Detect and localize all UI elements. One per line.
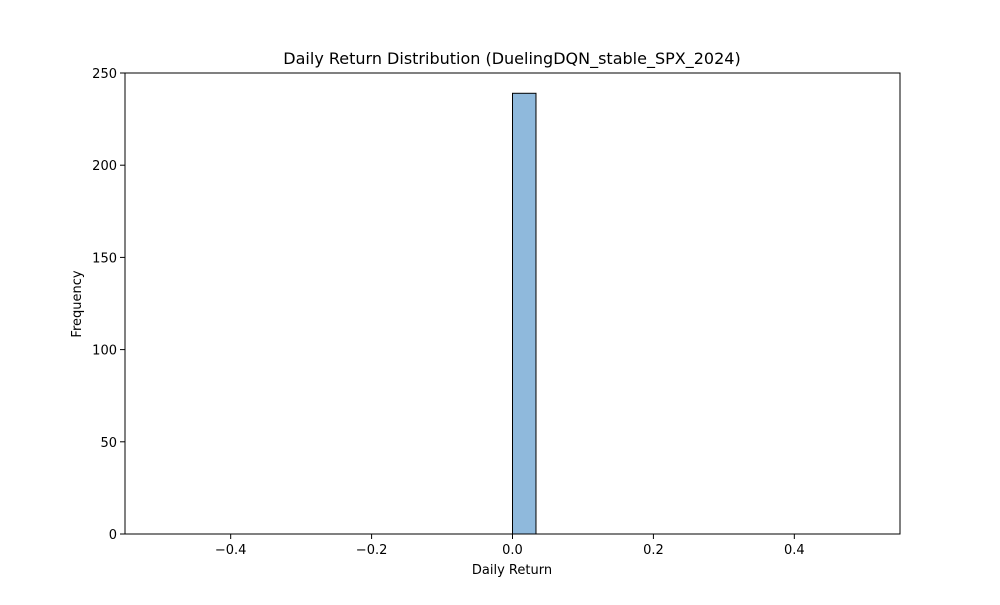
bars-group — [512, 92, 537, 535]
x-axis-label: Daily Return — [472, 563, 552, 578]
x-tick-label: −0.4 — [215, 543, 247, 558]
y-tick-label: 0 — [109, 528, 117, 543]
y-axis-label: Frequency — [70, 270, 85, 337]
x-tick-label: 0.2 — [643, 543, 664, 558]
x-tick-label: 0.4 — [784, 543, 805, 558]
chart-title: Daily Return Distribution (DuelingDQN_st… — [283, 49, 740, 69]
x-tick-label: 0.0 — [502, 543, 523, 558]
y-tick-label: 250 — [92, 67, 117, 82]
histogram-bar — [512, 92, 537, 535]
y-tick-label: 200 — [92, 159, 117, 174]
x-axis-ticks: −0.4 −0.2 0.0 0.2 0.4 — [215, 534, 805, 558]
y-tick-label: 100 — [92, 344, 117, 359]
x-tick-label: −0.2 — [356, 543, 388, 558]
y-tick-label: 150 — [92, 251, 117, 266]
y-axis-ticks: 0 50 100 150 200 250 — [92, 67, 125, 543]
y-tick-label: 50 — [100, 436, 117, 451]
